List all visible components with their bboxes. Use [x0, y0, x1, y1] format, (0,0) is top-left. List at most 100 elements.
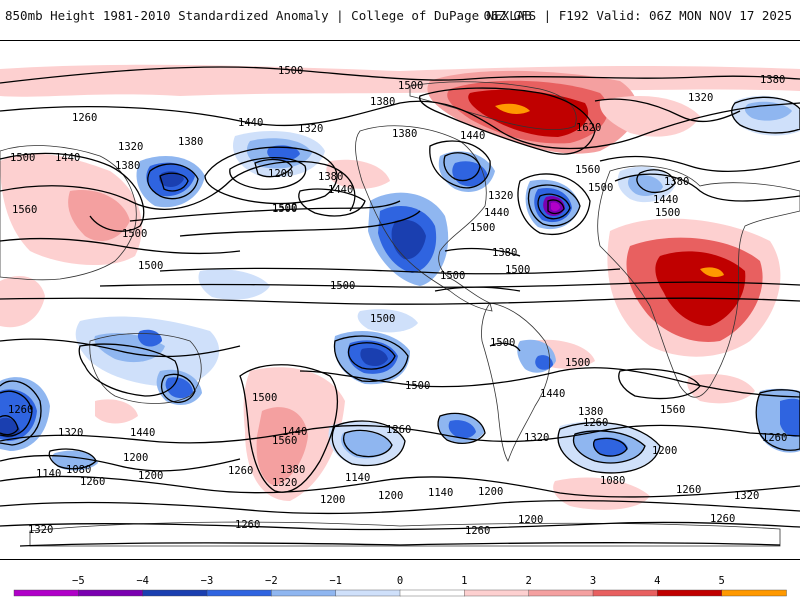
contour-label: 1200 [518, 514, 543, 526]
contour-label: 1200 [138, 470, 163, 482]
contour-label: 1500 [252, 392, 277, 404]
contour-label: 1200 [378, 490, 403, 502]
contour-label: 1620 [576, 122, 601, 134]
contour-label: 1380 [578, 406, 603, 418]
legend-swatch [657, 589, 723, 597]
legend-swatch [13, 589, 80, 597]
legend-swatch [271, 589, 337, 597]
coastlines [0, 81, 800, 547]
contour-label: 1260 [465, 525, 490, 537]
contour-label: 1560 [12, 204, 37, 216]
contour-label: 1200 [320, 494, 345, 506]
contour-label: 1380 [178, 136, 203, 148]
contour-label: 1440 [130, 427, 155, 439]
contour-label: 1260 [762, 432, 787, 444]
legend-swatch [592, 589, 659, 597]
contour-label: 1440 [238, 117, 263, 129]
legend-tick-label: −2 [265, 575, 278, 587]
legend-tick-labels: −5 −4 −3 −2 −1 0 1 2 3 4 5 [72, 575, 725, 587]
contour-label: 1440 [653, 194, 678, 206]
contour-label: 1500 [490, 337, 515, 349]
contour-label: 1500 [398, 80, 423, 92]
contour-label: 1260 [710, 513, 735, 525]
contour-label: 1500 [440, 270, 465, 282]
legend-swatch [528, 589, 594, 597]
contour-label: 1380 [115, 160, 140, 172]
legend-colorbar: −5 −4 −3 −2 −1 0 1 2 3 4 5 [13, 575, 787, 597]
model-run-info: 06Z GFS | F192 Valid: 06Z MON NOV 17 202… [483, 8, 792, 23]
map-panel[interactable]: 1500 1500 1380 1380 1320 1260 1440 1320 … [0, 40, 800, 560]
contour-label: 1440 [328, 184, 353, 196]
contour-label: 1200 [123, 452, 148, 464]
positive-anomaly-shading [0, 64, 800, 510]
contour-label: 1320 [488, 190, 513, 202]
contour-label: 1500 [138, 260, 163, 272]
contour-label: 1380 [760, 74, 785, 86]
contour-label: 1440 [282, 426, 307, 438]
contour-label: 1500 [655, 207, 680, 219]
map-title: 850mb Height 1981-2010 Standardized Anom… [5, 8, 532, 23]
contour-label: 1380 [492, 247, 517, 259]
contour-label: 1380 [318, 171, 343, 183]
contour-label: 1560 [660, 404, 685, 416]
legend-tick-label: −4 [136, 575, 149, 587]
contour-label: 1500 [272, 203, 297, 215]
contour-label: 1380 [280, 464, 305, 476]
contour-label: 1500 [370, 313, 395, 325]
contour-label: 1440 [484, 207, 509, 219]
contour-label: 1260 [386, 424, 411, 436]
contour-label: 1380 [664, 176, 689, 188]
contour-label: 1440 [540, 388, 565, 400]
contour-label: 1500 [505, 264, 530, 276]
contour-label: 1380 [370, 96, 395, 108]
legend-tick-label: −5 [72, 575, 85, 587]
contour-label: 1260 [80, 476, 105, 488]
header-bar: 850mb Height 1981-2010 Standardized Anom… [0, 0, 800, 38]
contour-label: 1320 [524, 432, 549, 444]
contour-label: 1140 [345, 472, 370, 484]
legend-tick-label: 4 [654, 575, 660, 587]
color-scale-legend: −5 −4 −3 −2 −1 0 1 2 3 4 5 [0, 568, 800, 600]
legend-swatch [142, 589, 208, 597]
contour-label: 1260 [235, 519, 260, 531]
contour-label: 1500 [405, 380, 430, 392]
legend-tick-label: 5 [719, 575, 725, 587]
legend-swatch [399, 589, 466, 597]
legend-swatch [464, 589, 530, 597]
contour-label: 1500 [122, 228, 147, 240]
legend-swatch [206, 589, 273, 597]
contour-label: 1320 [298, 123, 323, 135]
legend-tick-label: −1 [329, 575, 342, 587]
contour-label: 1500 [588, 182, 613, 194]
contour-label: 1260 [8, 404, 33, 416]
contour-label: 1380 [392, 128, 417, 140]
contour-label: 1500 [470, 222, 495, 234]
contour-label: 1560 [272, 435, 297, 447]
negative-anomaly-shading [0, 95, 800, 473]
contour-label: 1500 [10, 152, 35, 164]
contour-label: 1200 [652, 445, 677, 457]
contour-label: 1140 [36, 468, 61, 480]
contour-labels: 1500 1500 1380 1380 1320 1260 1440 1320 … [8, 65, 787, 537]
legend-tick-label: −3 [201, 575, 214, 587]
contour-label: 1200 [268, 168, 293, 180]
height-contours [0, 66, 800, 547]
contour-label: 1500 [565, 357, 590, 369]
contour-label: 1500 [330, 280, 355, 292]
contour-label: 1320 [734, 490, 759, 502]
contour-label: 1500 [278, 65, 303, 77]
legend-tick-label: 2 [526, 575, 532, 587]
contour-label: 1440 [55, 152, 80, 164]
contour-label: 1080 [600, 475, 625, 487]
anomaly-map[interactable]: 1500 1500 1380 1380 1320 1260 1440 1320 … [0, 41, 800, 559]
legend-tick-label: 1 [461, 575, 467, 587]
contour-label: 1500 [272, 202, 297, 214]
contour-label: 1440 [460, 130, 485, 142]
legend-swatch [335, 589, 401, 597]
contour-label: 1320 [28, 524, 53, 536]
legend-swatches [13, 589, 787, 597]
contour-label: 1200 [478, 486, 503, 498]
contour-label: 1320 [118, 141, 143, 153]
contour-label: 1080 [66, 464, 91, 476]
contour-label: 1320 [272, 477, 297, 489]
